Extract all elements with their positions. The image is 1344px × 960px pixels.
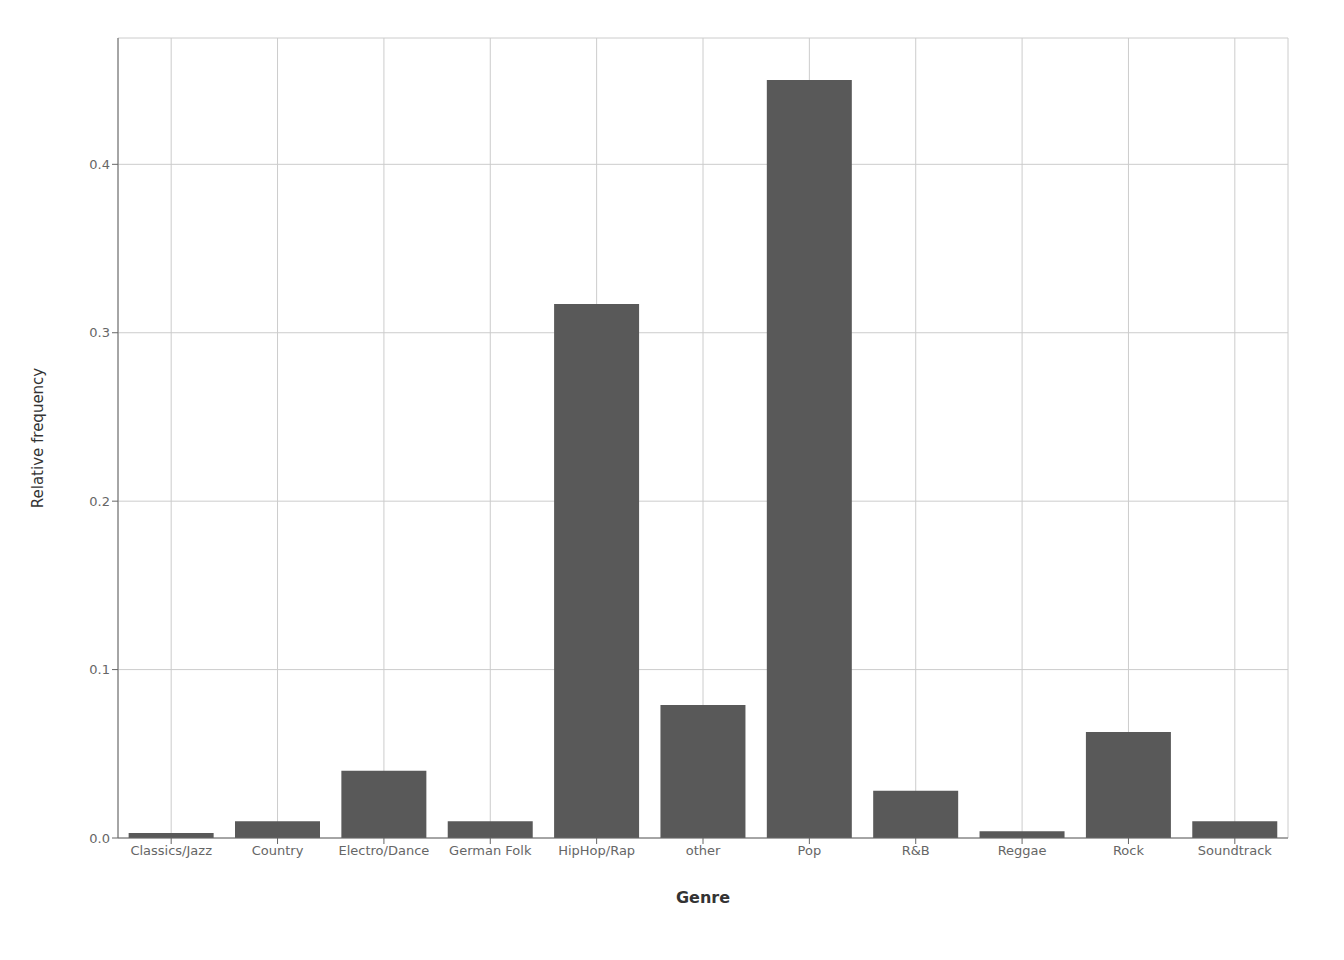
svg-text:Relative frequency: Relative frequency <box>29 368 47 509</box>
svg-text:Reggae: Reggae <box>998 843 1047 858</box>
svg-text:Genre: Genre <box>676 888 730 907</box>
svg-text:Country: Country <box>252 843 304 858</box>
svg-text:0.1: 0.1 <box>89 662 110 677</box>
svg-text:Rock: Rock <box>1113 843 1145 858</box>
svg-text:Pop: Pop <box>798 843 822 858</box>
svg-text:Electro/Dance: Electro/Dance <box>338 843 429 858</box>
svg-text:0.3: 0.3 <box>89 325 110 340</box>
svg-text:Soundtrack: Soundtrack <box>1198 843 1272 858</box>
svg-text:0.2: 0.2 <box>89 494 110 509</box>
svg-text:German Folk: German Folk <box>449 843 532 858</box>
svg-text:0.4: 0.4 <box>89 157 110 172</box>
svg-text:other: other <box>686 843 721 858</box>
svg-text:R&B: R&B <box>902 843 930 858</box>
svg-text:0.0: 0.0 <box>89 831 110 846</box>
svg-text:Classics/Jazz: Classics/Jazz <box>130 843 212 858</box>
svg-text:HipHop/Rap: HipHop/Rap <box>558 843 635 858</box>
